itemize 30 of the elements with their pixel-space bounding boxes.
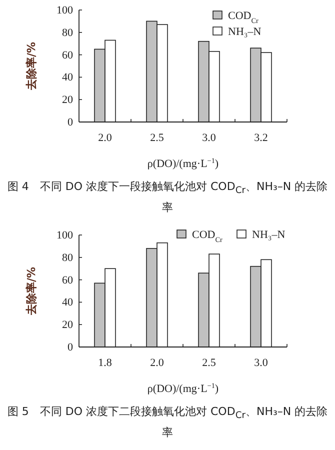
- y-tick-label: 20: [62, 94, 74, 106]
- y-tick-label: 60: [62, 274, 74, 286]
- text: 图 5 不同 DO 浓度下二段接触氧化池对 COD$_{Cr}$、NH₃–N 的去除率: [7, 405, 328, 440]
- legend-label: COD$_{Cr}$: [192, 229, 223, 244]
- legend-label: NH₃–N: [228, 26, 262, 38]
- y-tick-label: 80: [62, 26, 74, 39]
- y-tick-label: 60: [62, 49, 74, 62]
- y-tick-label: 100: [56, 230, 74, 242]
- legend-label: NH₃–N: [252, 229, 286, 241]
- y-tick-label: 0: [68, 342, 74, 354]
- y-tick-label: 80: [62, 252, 74, 264]
- x-axis-title: ρ(DO)/(mg·L$^{−1}$): [147, 157, 219, 170]
- y-tick-label: 100: [56, 4, 74, 16]
- text: 图 4 不同 DO 浓度下一段接触氧化池对 COD$_{Cr}$、NH₃–N 的去除率: [7, 180, 328, 214]
- x-tick-label: 1.8: [98, 357, 112, 369]
- x-axis-title: ρ(DO)/(mg·L$^{−1}$): [147, 382, 219, 395]
- x-tick-label: 3.0: [254, 357, 268, 369]
- x-tick-label: 3.0: [202, 132, 216, 144]
- y-tick-label: 0: [68, 116, 74, 128]
- y-tick-label: 40: [62, 296, 74, 309]
- x-tick-label: 2.0: [98, 132, 112, 144]
- y-tick-label: 20: [62, 319, 74, 332]
- x-tick-label: 2.0: [150, 357, 164, 369]
- x-tick-label: 2.5: [202, 357, 216, 369]
- legend-label: COD$_{Cr}$: [228, 10, 259, 25]
- y-axis-title: 去除率/%: [25, 266, 38, 316]
- y-axis-title: 去除率/%: [25, 42, 38, 92]
- x-tick-label: 2.5: [150, 132, 164, 144]
- y-tick-label: 40: [62, 72, 74, 84]
- x-tick-label: 3.2: [254, 132, 268, 144]
